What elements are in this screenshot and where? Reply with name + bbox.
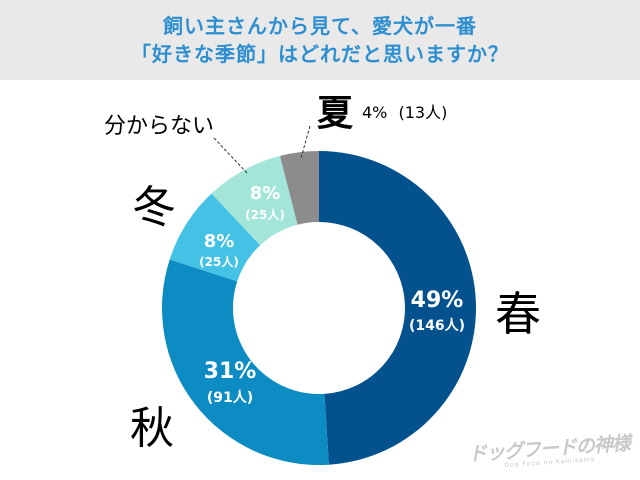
slice-label-winter-count: (25人) [199,254,239,269]
slice-label-summer-count: (13人) [398,103,447,122]
category-label-winter: 冬 [132,182,176,233]
leader-lines [213,125,311,175]
slices-group [161,151,477,465]
chart-title-line-1: 飼い主さんから見て、愛犬が一番 [163,14,477,38]
slice-spring [319,151,477,465]
slice-winter [169,193,261,282]
slice-label-spring-count: (146人) [409,317,465,334]
slice-label-summer-value: 4% (13人) [362,103,447,122]
slice-label-spring-percent: 49% [411,288,464,313]
slice-label-unknown-count: (25人) [245,207,285,222]
slice-unknown [211,155,298,246]
slice-summer [279,151,319,225]
slice-autumn [161,259,329,465]
category-label-summer: 夏 [317,93,354,134]
category-label-spring: 春 [495,287,541,341]
category-label-autumn: 秋 [130,403,174,454]
slice-label-summer-percent: 4% [362,103,387,122]
slice-label-winter-percent: 8% [204,231,235,252]
leader-line-summer [300,125,311,159]
leader-line-unknown [213,137,249,175]
category-label-unknown: 分からない [104,114,214,139]
slice-label-autumn-count: (91人) [207,389,253,406]
slice-label-autumn-percent: 31% [204,359,257,384]
chart-title-line-2: 「好きな季節」はどれだと思いますか？ [131,42,509,66]
title-band: 飼い主さんから見て、愛犬が一番 「好きな季節」はどれだと思いますか？ [0,0,640,80]
slice-label-unknown-percent: 8% [250,183,281,204]
